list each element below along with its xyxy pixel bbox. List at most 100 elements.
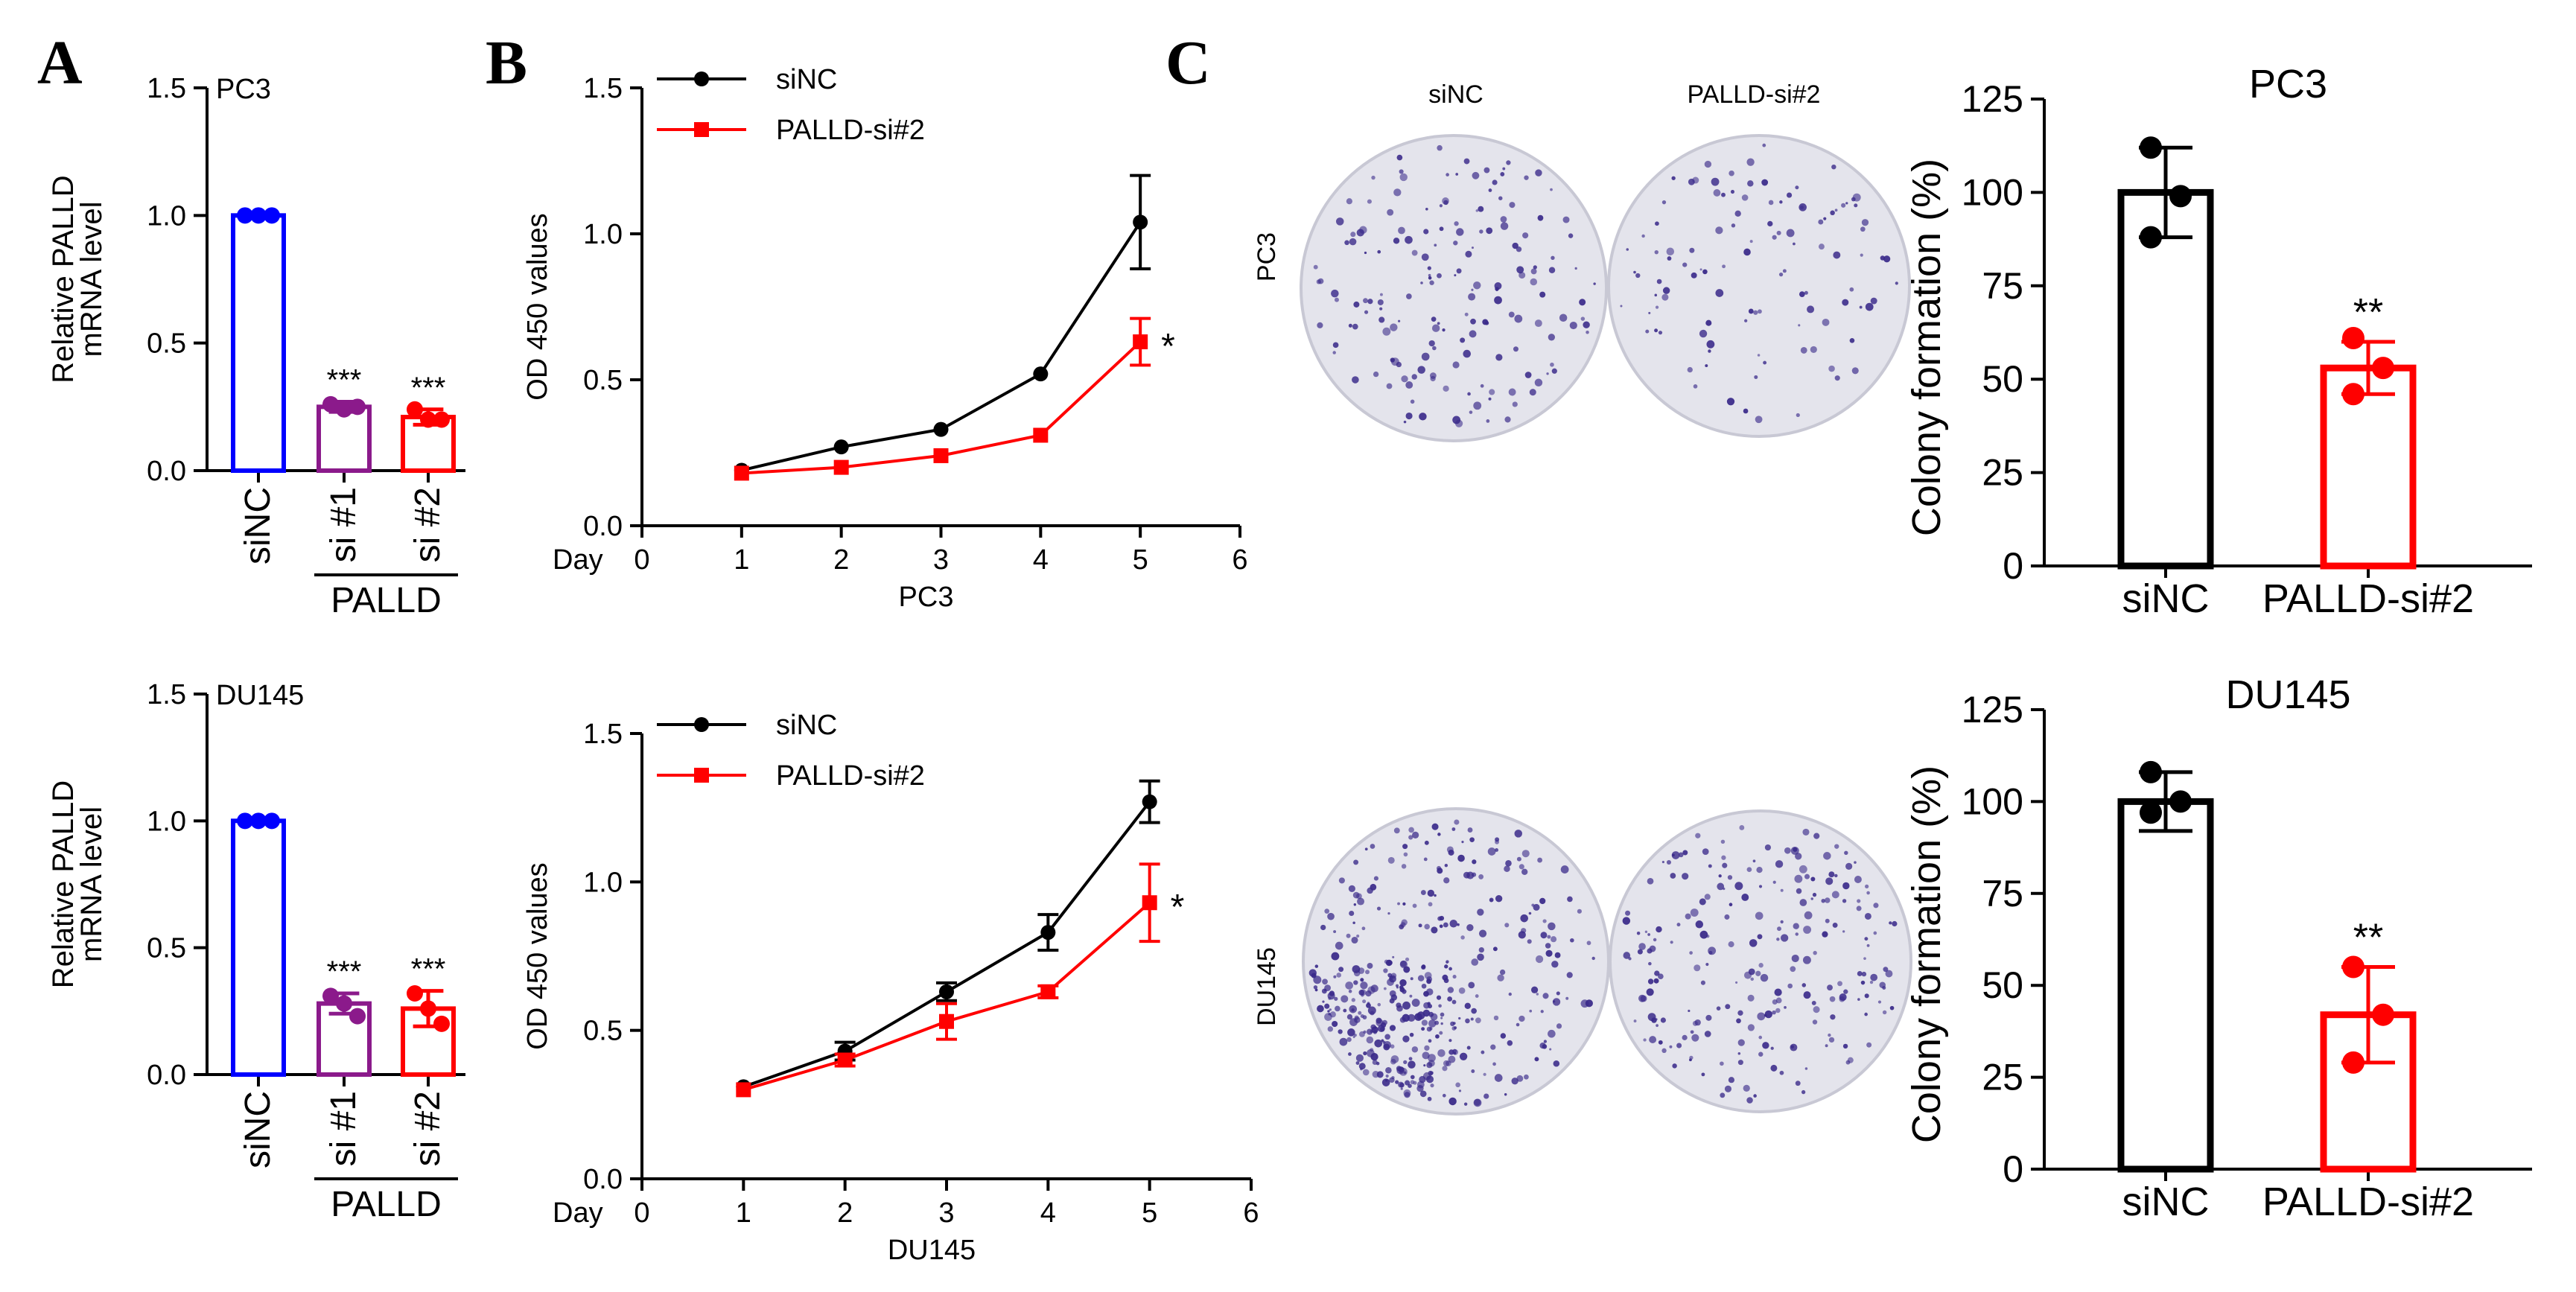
colony bbox=[1367, 887, 1373, 894]
colony bbox=[1755, 970, 1761, 976]
colony bbox=[1452, 416, 1461, 424]
colony bbox=[1421, 253, 1429, 261]
colony bbox=[1775, 860, 1784, 868]
bar bbox=[231, 818, 286, 1078]
colony bbox=[1795, 185, 1799, 190]
y-axis-label: Colony formation (%) bbox=[1904, 159, 1949, 536]
colony bbox=[1822, 318, 1830, 326]
colony bbox=[1313, 985, 1318, 990]
colony bbox=[1365, 970, 1370, 975]
colony bbox=[1473, 1098, 1482, 1107]
colony bbox=[1661, 200, 1667, 205]
colony bbox=[1704, 160, 1712, 168]
colony bbox=[1863, 957, 1866, 960]
colony bbox=[1353, 859, 1359, 865]
colony bbox=[1772, 235, 1777, 240]
colony bbox=[1358, 967, 1365, 974]
x-axis-label: DU145 bbox=[888, 1235, 976, 1266]
colony bbox=[1713, 189, 1721, 197]
colony bbox=[1834, 375, 1840, 381]
colony bbox=[1471, 958, 1479, 966]
colony bbox=[1390, 1044, 1395, 1048]
colony bbox=[1473, 281, 1481, 290]
colony bbox=[1367, 199, 1372, 204]
colony bbox=[1504, 865, 1510, 872]
legend-label: siNC bbox=[776, 64, 837, 95]
data-point bbox=[2140, 226, 2162, 249]
colony bbox=[1736, 1018, 1741, 1024]
colony bbox=[1353, 1034, 1357, 1037]
colony bbox=[1516, 266, 1524, 274]
chart-b-du145: 0.0 0.5 1.0 1.5 0 1 2 3 4 5 6 Day DU145 OD 450 values… bbox=[522, 710, 1259, 1266]
colony bbox=[1459, 1052, 1468, 1060]
colony bbox=[1423, 990, 1429, 997]
colony bbox=[1385, 1066, 1392, 1074]
colony bbox=[1772, 999, 1778, 1005]
colony bbox=[1655, 305, 1659, 309]
colony bbox=[1492, 1062, 1496, 1066]
colony bbox=[1889, 1005, 1895, 1011]
colony bbox=[1852, 193, 1861, 202]
colony bbox=[1422, 1009, 1431, 1017]
colony bbox=[1869, 980, 1874, 984]
colony bbox=[1429, 1027, 1433, 1031]
colony bbox=[1553, 1000, 1556, 1003]
colony bbox=[1828, 1033, 1831, 1037]
colony bbox=[1842, 899, 1847, 903]
colony bbox=[1419, 1090, 1427, 1098]
colony bbox=[1810, 876, 1816, 882]
y-tick-label: 50 bbox=[1982, 964, 2023, 1006]
colony bbox=[1405, 235, 1413, 244]
colony bbox=[1458, 987, 1466, 994]
colony bbox=[1446, 846, 1454, 853]
colony bbox=[1403, 852, 1408, 857]
colony bbox=[1358, 989, 1365, 996]
colony bbox=[1428, 1004, 1433, 1009]
colony bbox=[1446, 173, 1449, 176]
colony bbox=[1825, 1044, 1828, 1048]
colony bbox=[1790, 846, 1799, 855]
colony bbox=[1443, 877, 1450, 884]
colony bbox=[1490, 1044, 1496, 1050]
group-label: PALLD bbox=[331, 1185, 442, 1224]
colony bbox=[1358, 1063, 1366, 1070]
colony bbox=[1437, 1049, 1446, 1057]
colony bbox=[1518, 864, 1524, 870]
colony bbox=[1658, 331, 1663, 335]
colony bbox=[1693, 384, 1698, 389]
x-axis-label: PC3 bbox=[899, 582, 954, 613]
colony bbox=[1656, 279, 1662, 284]
colony bbox=[1800, 206, 1804, 209]
colony bbox=[1421, 964, 1426, 969]
colony bbox=[1411, 999, 1420, 1008]
colony bbox=[1694, 1019, 1701, 1026]
colony bbox=[1352, 323, 1358, 330]
colony bbox=[1729, 170, 1734, 176]
colony bbox=[1560, 865, 1569, 873]
colony bbox=[1734, 210, 1741, 217]
colony bbox=[1466, 923, 1474, 932]
colony bbox=[1430, 375, 1436, 382]
colony bbox=[1535, 169, 1542, 176]
colony bbox=[1699, 268, 1702, 271]
colony bbox=[1774, 988, 1782, 996]
colony bbox=[1830, 210, 1835, 216]
colony bbox=[1409, 1032, 1414, 1037]
colony bbox=[1348, 989, 1352, 993]
colony bbox=[1367, 1048, 1375, 1057]
data-point bbox=[336, 995, 352, 1012]
colony bbox=[1458, 1016, 1461, 1020]
colony bbox=[1443, 922, 1448, 928]
colony bbox=[1324, 1003, 1330, 1009]
colony bbox=[1546, 372, 1549, 375]
colony bbox=[1633, 1019, 1637, 1022]
colony bbox=[1412, 903, 1417, 908]
colony bbox=[1452, 1048, 1457, 1054]
colony bbox=[1351, 936, 1358, 944]
colony bbox=[1428, 1060, 1435, 1067]
colony bbox=[1373, 876, 1378, 881]
colony bbox=[1658, 973, 1664, 980]
colony-dish-du145-sinc bbox=[1302, 807, 1610, 1116]
data-point bbox=[349, 398, 366, 416]
